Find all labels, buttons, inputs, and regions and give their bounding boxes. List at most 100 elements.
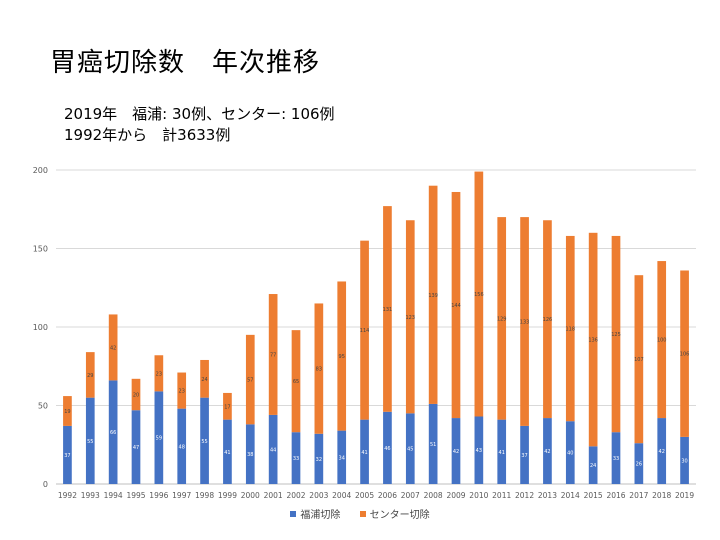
data-label-fukuura: 32 [316,457,322,463]
chart-legend: 福浦切除 センター切除 [0,506,720,521]
x-tick-label: 2000 [241,491,260,500]
x-tick-label: 2015 [584,491,603,500]
data-label-fukuura: 59 [156,436,162,442]
x-tick-label: 2004 [332,491,351,500]
data-label-center: 23 [156,371,162,377]
data-label-center: 23 [179,389,185,395]
data-label-fukuura: 24 [590,463,596,469]
data-label-fukuura: 66 [110,430,116,436]
bar-fukuura [268,414,278,484]
data-label-fukuura: 33 [613,456,619,462]
bar-fukuura [131,410,141,484]
x-tick-label: 2005 [355,491,374,500]
bar-center [85,352,95,398]
x-tick-label: 2003 [309,491,328,500]
x-tick-label: 2001 [264,491,283,500]
data-label-fukuura: 38 [247,452,253,458]
bar-center [63,396,72,426]
bar-fukuura [497,419,507,484]
bar-fukuura [634,443,644,484]
x-tick-label: 1993 [81,491,100,500]
x-tick-label: 2012 [515,491,534,500]
bar-fukuura [63,425,72,484]
data-label-fukuura: 30 [681,458,687,464]
data-label-center: 144 [451,303,461,309]
data-label-center: 65 [293,379,299,385]
x-tick-label: 1996 [149,491,168,500]
data-label-center: 107 [634,357,644,363]
bar-fukuura [85,397,95,484]
legend-label-center: センター切除 [369,510,430,521]
x-tick-label: 2017 [629,491,648,500]
data-label-center: 136 [588,338,598,344]
data-label-fukuura: 42 [453,449,459,455]
bar-fukuura [177,408,187,484]
bar-center [634,275,644,444]
bar-center [108,314,118,381]
subtitle-line-1: 2019年 福浦: 30例、センター: 106例 [64,105,335,123]
data-label-fukuura: 45 [407,447,413,453]
data-label-center: 156 [474,292,484,298]
x-tick-label: 2010 [469,491,488,500]
x-tick-label: 2014 [561,491,580,500]
data-label-center: 125 [611,332,621,338]
bar-fukuura [474,416,484,484]
bar-fukuura [291,432,301,484]
x-tick-label: 2011 [492,491,511,500]
bar-fukuura [337,430,347,484]
data-label-center: 19 [64,409,70,415]
bar-center [131,378,141,411]
data-label-fukuura: 48 [179,444,185,450]
bar-center [588,232,598,447]
bar-center [314,303,324,434]
data-label-fukuura: 33 [293,456,299,462]
bar-center [611,235,621,433]
x-tick-label: 2019 [675,491,694,500]
x-tick-label: 2009 [446,491,465,500]
bar-center [154,355,164,392]
x-tick-label: 2006 [378,491,397,500]
data-label-center: 17 [224,404,230,410]
data-label-center: 123 [406,315,416,321]
legend-label-fukuura: 福浦切除 [300,510,341,521]
x-tick-label: 2018 [652,491,671,500]
legend-item-center: センター切除 [359,506,430,521]
data-label-center: 100 [657,338,667,344]
data-label-fukuura: 42 [544,449,550,455]
x-tick-label: 2016 [606,491,625,500]
bar-fukuura [451,418,461,484]
x-tick-label: 1999 [218,491,237,500]
bar-fukuura [611,432,621,484]
bar-fukuura [245,424,255,484]
data-label-fukuura: 43 [476,448,482,454]
data-label-fukuura: 55 [201,439,207,445]
data-label-fukuura: 37 [521,453,527,459]
legend-item-fukuura: 福浦切除 [290,506,340,521]
x-tick-label: 2008 [424,491,443,500]
bar-center [520,217,529,426]
data-label-center: 118 [566,327,576,333]
bar-fukuura [383,411,392,484]
bar-center [405,220,415,414]
data-label-center: 106 [680,352,690,358]
bar-center [177,372,187,409]
data-label-fukuura: 46 [384,446,390,452]
bar-fukuura [680,436,689,484]
x-tick-label: 1992 [58,491,77,500]
bar-center [680,270,689,437]
data-label-fukuura: 44 [270,447,276,453]
y-tick-label: 200 [33,166,48,175]
bar-fukuura [565,421,575,484]
subtitle: 2019年 福浦: 30例、センター: 106例 1992年から 計3633例 [64,104,335,146]
bar-center [360,240,369,420]
bar-fukuura [520,425,529,484]
data-label-center: 42 [110,345,116,351]
bar-center [223,392,232,420]
x-tick-label: 1995 [126,491,145,500]
bar-fukuura [223,419,232,484]
data-label-center: 114 [360,328,370,334]
data-label-fukuura: 41 [224,450,230,456]
data-label-center: 20 [133,393,139,399]
y-tick-label: 100 [33,323,48,332]
bar-center [543,220,552,419]
